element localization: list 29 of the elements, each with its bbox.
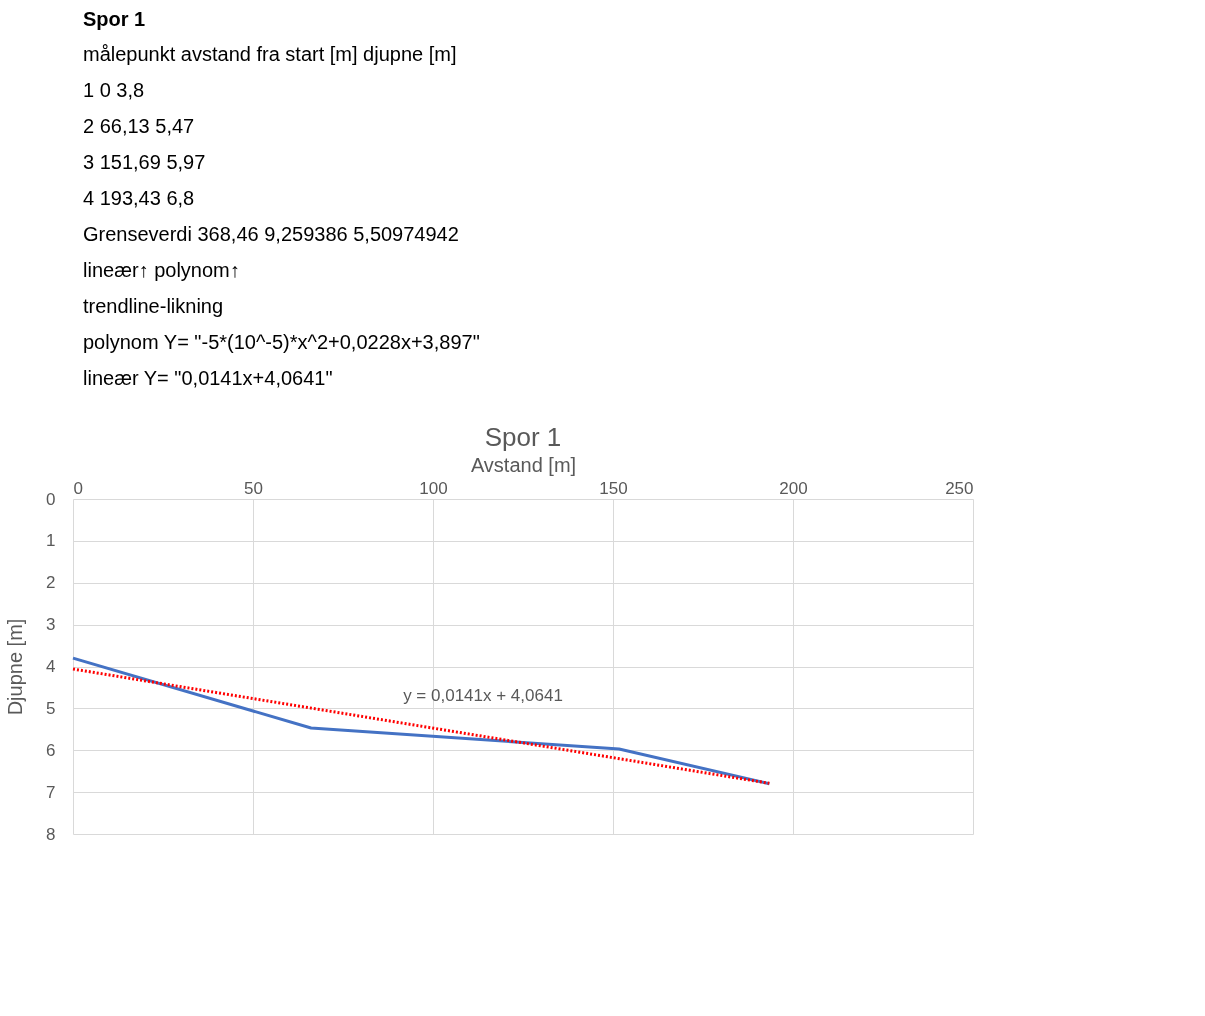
y-tick-label: 8 [46, 824, 56, 844]
y-tick-label: 4 [46, 657, 56, 676]
y-tick-label: 2 [46, 573, 56, 593]
x-tick-label: 200 [779, 478, 808, 498]
text: polynom Y= "-5*(10^-5)*x^2+0,0228x+3,897" [83, 331, 480, 353]
x-tick-label: 0 [73, 478, 83, 498]
text: 2 66,13 5,47 [83, 115, 195, 137]
text: målepunkt avstand fra start [m] djupne [m] [83, 43, 457, 65]
text: lineær↑ polynom↑ [83, 259, 240, 281]
annotation: y = 0,0141x + 4,0641 [403, 686, 563, 705]
x-tick-label: 250 [945, 478, 974, 498]
text: Grenseverdi 368,46 9,259386 5,50974942 [83, 223, 459, 245]
x-tick-label: 50 [244, 478, 263, 498]
text: Spor 1 [83, 8, 146, 30]
y-tick-label: 7 [46, 782, 56, 802]
x-tick-label: 100 [419, 478, 448, 498]
y-tick-label: 1 [46, 531, 56, 551]
text: 3 151,69 5,97 [83, 151, 206, 173]
y-tick-label: 3 [46, 615, 56, 635]
x-axis-title: Avstand [m] [470, 453, 577, 476]
y-tick-label: 6 [46, 740, 56, 760]
text: lineær Y= "0,0141x+4,0641" [83, 367, 333, 389]
y-tick-label: 5 [46, 698, 56, 718]
text: trendline-likning [83, 295, 224, 317]
text: 1 0 3,8 [83, 79, 145, 101]
chart-title: Spor 1 [484, 422, 562, 452]
y-axis-title: Djupne [m] [4, 618, 27, 716]
x-tick-label: 150 [599, 478, 628, 498]
text: 4 193,43 6,8 [83, 187, 195, 209]
